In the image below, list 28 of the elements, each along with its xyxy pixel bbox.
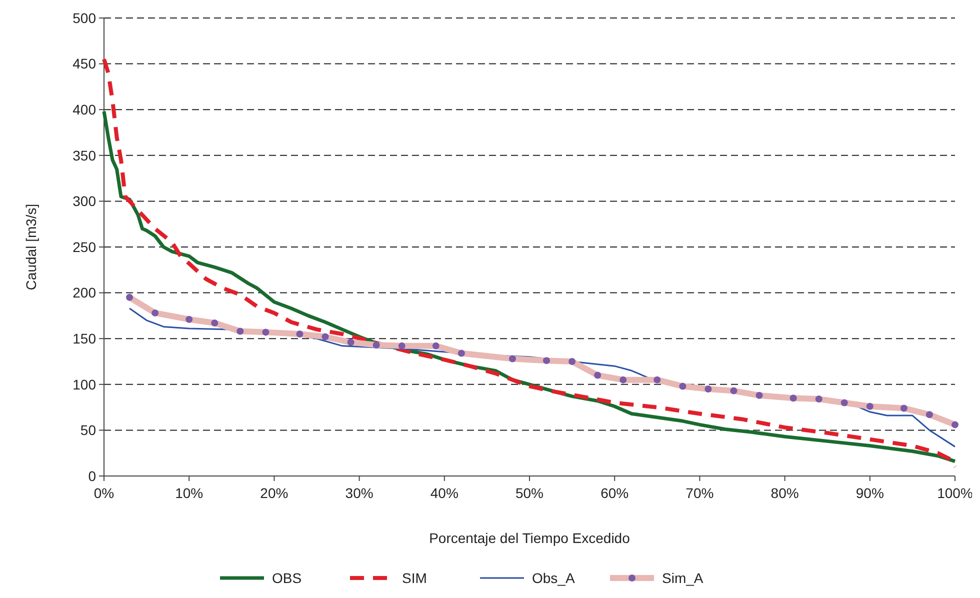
y-axis-title: Caudal [m3/s] (23, 204, 39, 290)
legend-label: Obs_A (532, 570, 576, 586)
y-tick-label: 100 (72, 376, 96, 392)
y-tick-label: 50 (80, 422, 96, 438)
x-tick-label: 100% (937, 485, 973, 501)
y-tick-label: 150 (72, 330, 96, 346)
x-tick-label: 10% (175, 485, 204, 501)
legend-label: Sim_A (662, 570, 704, 586)
y-tick-label: 450 (72, 56, 96, 72)
x-tick-label: 70% (686, 485, 714, 501)
y-tick-label: 0 (88, 468, 96, 484)
x-tick-label: 90% (856, 485, 884, 501)
x-tick-label: 20% (260, 485, 288, 501)
x-tick-label: 50% (515, 485, 544, 501)
y-tick-label: 350 (72, 147, 96, 164)
y-tick-label: 250 (72, 238, 96, 255)
x-tick-label: 30% (345, 485, 374, 501)
x-axis-title: Porcentaje del Tiempo Excedido (429, 530, 630, 546)
x-tick-label: 60% (600, 485, 629, 501)
x-tick-label: 0% (94, 485, 114, 501)
x-tick-label: 40% (430, 485, 458, 501)
y-tick-label: 500 (72, 10, 96, 26)
y-tick-label: 400 (72, 102, 96, 118)
y-tick-label: 300 (72, 193, 96, 210)
y-tick-label: 200 (72, 284, 96, 301)
legend-label: SIM (402, 570, 427, 586)
x-tick-label: 80% (770, 485, 799, 501)
legend-label: OBS (272, 570, 302, 586)
